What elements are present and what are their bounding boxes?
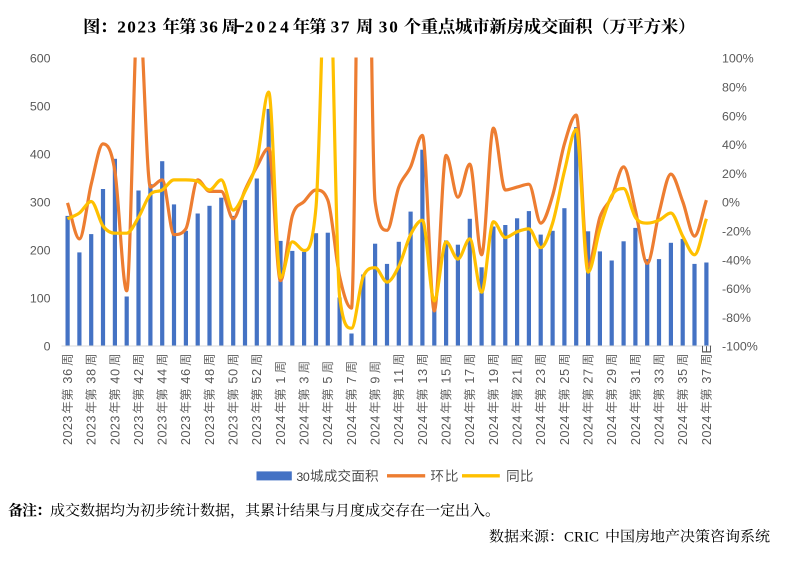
- svg-text:60%: 60%: [722, 109, 747, 123]
- svg-text:400: 400: [30, 148, 51, 162]
- svg-text:36: 36: [200, 18, 219, 37]
- svg-text:2023: 2023: [156, 416, 170, 445]
- svg-text:42: 42: [132, 369, 146, 384]
- svg-text:300: 300: [30, 196, 51, 210]
- svg-text:46: 46: [179, 369, 193, 384]
- svg-text:19: 19: [487, 369, 501, 384]
- svg-text:CRIC: CRIC: [564, 530, 599, 546]
- svg-text:36: 36: [61, 369, 75, 384]
- svg-text:-100%: -100%: [722, 340, 758, 354]
- svg-text:2023: 2023: [61, 416, 75, 445]
- svg-text:600: 600: [30, 52, 51, 66]
- svg-text:2023: 2023: [132, 416, 146, 445]
- svg-text:2024: 2024: [676, 416, 690, 445]
- svg-text:38: 38: [85, 369, 99, 384]
- svg-text:2024: 2024: [274, 416, 288, 445]
- svg-text:40: 40: [108, 369, 122, 384]
- svg-text:2024: 2024: [298, 416, 312, 445]
- svg-text:80%: 80%: [722, 81, 747, 95]
- svg-text:500: 500: [30, 100, 51, 114]
- svg-text:15: 15: [440, 369, 454, 384]
- svg-text:2024: 2024: [629, 416, 643, 445]
- svg-text:50: 50: [227, 369, 241, 384]
- svg-text:2024: 2024: [534, 416, 548, 445]
- svg-text:23: 23: [534, 369, 548, 384]
- svg-text:2024: 2024: [392, 416, 406, 445]
- svg-text:37: 37: [331, 18, 350, 37]
- svg-text:2024: 2024: [511, 416, 525, 445]
- svg-text:2024: 2024: [652, 416, 666, 445]
- svg-text:20%: 20%: [722, 167, 747, 181]
- svg-text:1: 1: [274, 377, 288, 384]
- svg-text:2023: 2023: [85, 416, 99, 445]
- svg-text:2023: 2023: [117, 18, 156, 37]
- svg-text:2023: 2023: [108, 416, 122, 445]
- svg-text:2024: 2024: [416, 416, 430, 445]
- svg-text:-60%: -60%: [722, 282, 751, 296]
- svg-text:2023: 2023: [250, 416, 264, 445]
- svg-text:2024: 2024: [582, 416, 596, 445]
- svg-text:0: 0: [44, 340, 51, 354]
- svg-text:100%: 100%: [722, 52, 754, 66]
- svg-text:3: 3: [298, 377, 312, 384]
- svg-text:5: 5: [321, 377, 335, 384]
- svg-text:30: 30: [379, 18, 398, 37]
- svg-text:44: 44: [156, 369, 170, 384]
- svg-text:2023: 2023: [203, 416, 217, 445]
- svg-text:0%: 0%: [722, 196, 740, 210]
- svg-text:2024: 2024: [321, 416, 335, 445]
- svg-text:52: 52: [250, 369, 264, 384]
- svg-text:27: 27: [582, 369, 596, 384]
- svg-text:2024: 2024: [605, 416, 619, 445]
- svg-text:31: 31: [629, 369, 643, 384]
- svg-text:2024: 2024: [558, 416, 572, 445]
- svg-text:21: 21: [511, 369, 525, 384]
- svg-text:33: 33: [652, 369, 666, 384]
- svg-text:17: 17: [463, 369, 477, 384]
- svg-text:2024: 2024: [463, 416, 477, 445]
- svg-text:30: 30: [296, 470, 309, 484]
- svg-text:2024: 2024: [345, 416, 359, 445]
- svg-text:29: 29: [605, 369, 619, 384]
- svg-text:2024: 2024: [440, 416, 454, 445]
- svg-text:2024: 2024: [487, 416, 501, 445]
- svg-text:E: E: [700, 345, 714, 353]
- svg-text:9: 9: [369, 377, 383, 384]
- svg-text:48: 48: [203, 369, 217, 384]
- svg-text:-20%: -20%: [722, 225, 751, 239]
- svg-text:7: 7: [345, 377, 359, 384]
- svg-text:2023: 2023: [227, 416, 241, 445]
- svg-text:-80%: -80%: [722, 311, 751, 325]
- svg-text:40%: 40%: [722, 138, 747, 152]
- svg-text:25: 25: [558, 369, 572, 384]
- svg-text:100: 100: [30, 292, 51, 306]
- svg-text:2024: 2024: [700, 416, 714, 445]
- svg-text:-40%: -40%: [722, 253, 751, 267]
- svg-text:2023: 2023: [179, 416, 193, 445]
- svg-text:2024: 2024: [369, 416, 383, 445]
- svg-text:37: 37: [700, 369, 714, 384]
- svg-text:11: 11: [392, 369, 406, 384]
- svg-text:13: 13: [416, 369, 430, 384]
- svg-text:200: 200: [30, 244, 51, 258]
- svg-text:35: 35: [676, 369, 690, 384]
